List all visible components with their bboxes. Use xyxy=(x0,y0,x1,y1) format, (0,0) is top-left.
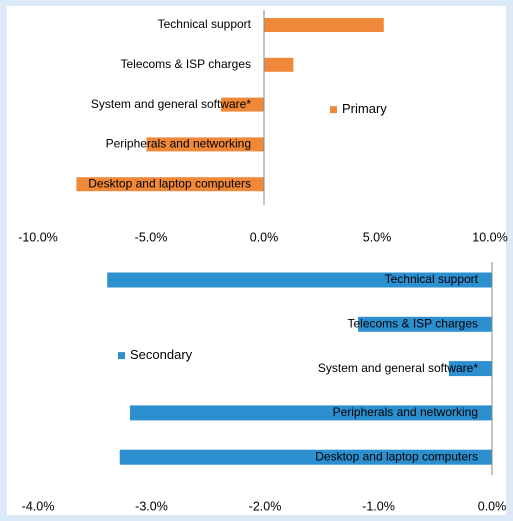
category-label: Peripherals and networking xyxy=(106,137,251,151)
x-tick-label: -4.0% xyxy=(22,499,55,513)
category-label: Telecoms & ISP charges xyxy=(120,57,251,71)
legend-label: Secondary xyxy=(130,347,193,362)
x-tick-label: -5.0% xyxy=(135,230,168,244)
bar xyxy=(107,272,493,288)
bar xyxy=(264,57,294,72)
bar xyxy=(129,405,492,421)
category-label: Telecoms & ISP charges xyxy=(347,316,478,330)
category-label: System and general software* xyxy=(318,361,478,375)
x-tick-label: -1.0% xyxy=(362,499,395,513)
bar xyxy=(76,177,264,192)
bar xyxy=(146,137,264,152)
x-tick-label: -10.0% xyxy=(18,230,58,244)
category-label: Technical support xyxy=(158,17,252,31)
category-label: Technical support xyxy=(385,272,479,286)
bar xyxy=(358,316,492,332)
bar xyxy=(264,18,384,32)
category-label: System and general software* xyxy=(91,97,251,111)
x-tick-label: -3.0% xyxy=(135,499,168,513)
x-tick-label: 5.0% xyxy=(363,230,392,244)
x-tick-label: 0.0% xyxy=(478,499,507,513)
x-tick-label: 0.0% xyxy=(250,230,279,244)
legend-label: Primary xyxy=(342,101,387,116)
bar xyxy=(448,361,492,377)
panel xyxy=(7,6,506,515)
category-label: Desktop and laptop computers xyxy=(88,176,251,190)
bar xyxy=(221,97,264,112)
category-label: Peripherals and networking xyxy=(333,405,478,419)
x-tick-label: -2.0% xyxy=(249,499,282,513)
legend-swatch xyxy=(330,106,337,114)
category-label: Desktop and laptop computers xyxy=(315,449,478,463)
legend-swatch xyxy=(118,352,125,360)
x-tick-label: 10.0% xyxy=(472,230,507,244)
bar xyxy=(119,449,492,465)
